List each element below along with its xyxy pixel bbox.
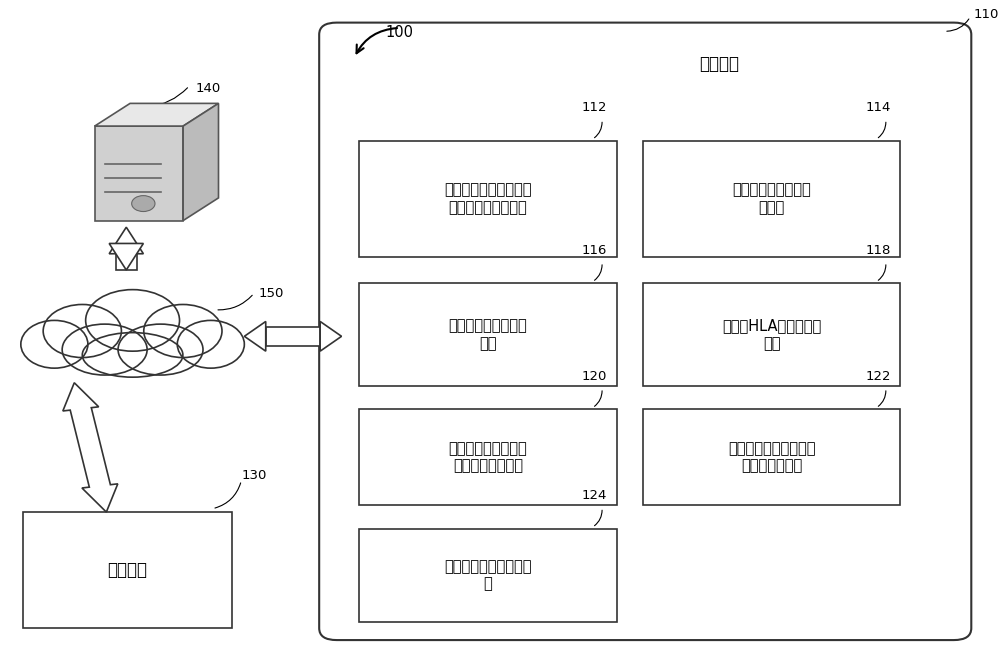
Text: 114: 114 xyxy=(865,101,891,114)
Ellipse shape xyxy=(86,290,180,351)
Text: 测序设备: 测序设备 xyxy=(107,561,147,579)
FancyBboxPatch shape xyxy=(359,141,617,256)
Text: 计算设备: 计算设备 xyxy=(699,55,739,73)
Polygon shape xyxy=(183,103,218,220)
Ellipse shape xyxy=(43,304,121,358)
Polygon shape xyxy=(320,322,342,351)
Text: 122: 122 xyxy=(865,370,891,383)
FancyBboxPatch shape xyxy=(95,126,183,220)
Text: 124: 124 xyxy=(581,489,607,502)
FancyBboxPatch shape xyxy=(116,254,137,270)
FancyBboxPatch shape xyxy=(23,512,232,628)
Text: 112: 112 xyxy=(581,101,607,114)
Text: 100: 100 xyxy=(385,25,413,39)
Ellipse shape xyxy=(82,332,183,377)
Text: 110: 110 xyxy=(973,8,999,21)
FancyBboxPatch shape xyxy=(266,327,320,346)
FancyBboxPatch shape xyxy=(643,141,900,256)
Text: 关于特异性新抗原的第
二结果生成单元: 关于特异性新抗原的第 二结果生成单元 xyxy=(728,441,815,474)
Text: 140: 140 xyxy=(196,82,221,95)
Text: 关于特异性新抗原的
第一结果生成单元: 关于特异性新抗原的 第一结果生成单元 xyxy=(448,441,527,474)
FancyBboxPatch shape xyxy=(319,23,971,640)
Ellipse shape xyxy=(21,320,88,368)
Polygon shape xyxy=(109,244,143,270)
Text: 130: 130 xyxy=(241,470,267,482)
Text: 118: 118 xyxy=(865,244,891,256)
Circle shape xyxy=(132,196,155,212)
Text: 肘癌新抗原负荷生成单
元: 肘癌新抗原负荷生成单 元 xyxy=(444,559,532,591)
Ellipse shape xyxy=(118,324,203,375)
Polygon shape xyxy=(109,227,143,254)
Ellipse shape xyxy=(177,320,244,368)
Text: 120: 120 xyxy=(581,370,607,383)
Text: 第二比对结果信息获
取单元: 第二比对结果信息获 取单元 xyxy=(732,182,811,215)
Text: 特异性HLA基因型确定
单元: 特异性HLA基因型确定 单元 xyxy=(722,318,821,351)
FancyBboxPatch shape xyxy=(359,529,617,621)
Polygon shape xyxy=(244,322,266,351)
Ellipse shape xyxy=(144,304,222,358)
Text: 150: 150 xyxy=(259,286,284,300)
Ellipse shape xyxy=(62,324,147,375)
Polygon shape xyxy=(63,383,118,512)
FancyBboxPatch shape xyxy=(643,410,900,505)
FancyBboxPatch shape xyxy=(643,283,900,386)
Text: 116: 116 xyxy=(581,244,607,256)
Polygon shape xyxy=(95,103,218,126)
FancyBboxPatch shape xyxy=(359,283,617,386)
Text: 第一比对结果信息和剪
接位点信息获取单元: 第一比对结果信息和剪 接位点信息获取单元 xyxy=(444,182,532,215)
Text: 体细胞突变信息生成
单元: 体细胞突变信息生成 单元 xyxy=(448,318,527,351)
FancyBboxPatch shape xyxy=(359,410,617,505)
